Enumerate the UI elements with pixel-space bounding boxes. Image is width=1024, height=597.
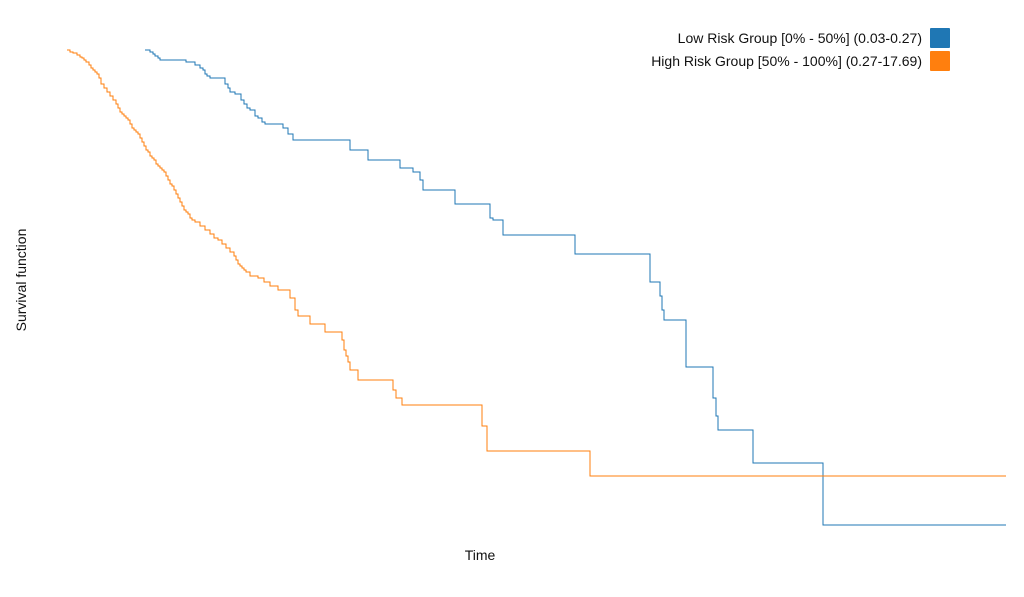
survival-curve-low-risk xyxy=(145,49,1006,526)
legend-label-high-risk: High Risk Group [50% - 100%] (0.27-17.69… xyxy=(651,53,922,69)
x-axis-label: Time xyxy=(465,547,496,563)
legend-swatch-high-risk xyxy=(930,51,950,71)
legend-swatch-low-risk xyxy=(930,28,950,48)
legend-entry-high-risk: High Risk Group [50% - 100%] (0.27-17.69… xyxy=(651,51,950,71)
curves-group xyxy=(67,49,1006,526)
survival-curve-high-risk xyxy=(67,49,1006,477)
legend-label-low-risk: Low Risk Group [0% - 50%] (0.03-0.27) xyxy=(678,30,922,46)
legend-entry-low-risk: Low Risk Group [0% - 50%] (0.03-0.27) xyxy=(678,28,950,48)
legend: Low Risk Group [0% - 50%] (0.03-0.27) Hi… xyxy=(651,28,950,71)
y-axis-label: Survival function xyxy=(13,229,29,332)
